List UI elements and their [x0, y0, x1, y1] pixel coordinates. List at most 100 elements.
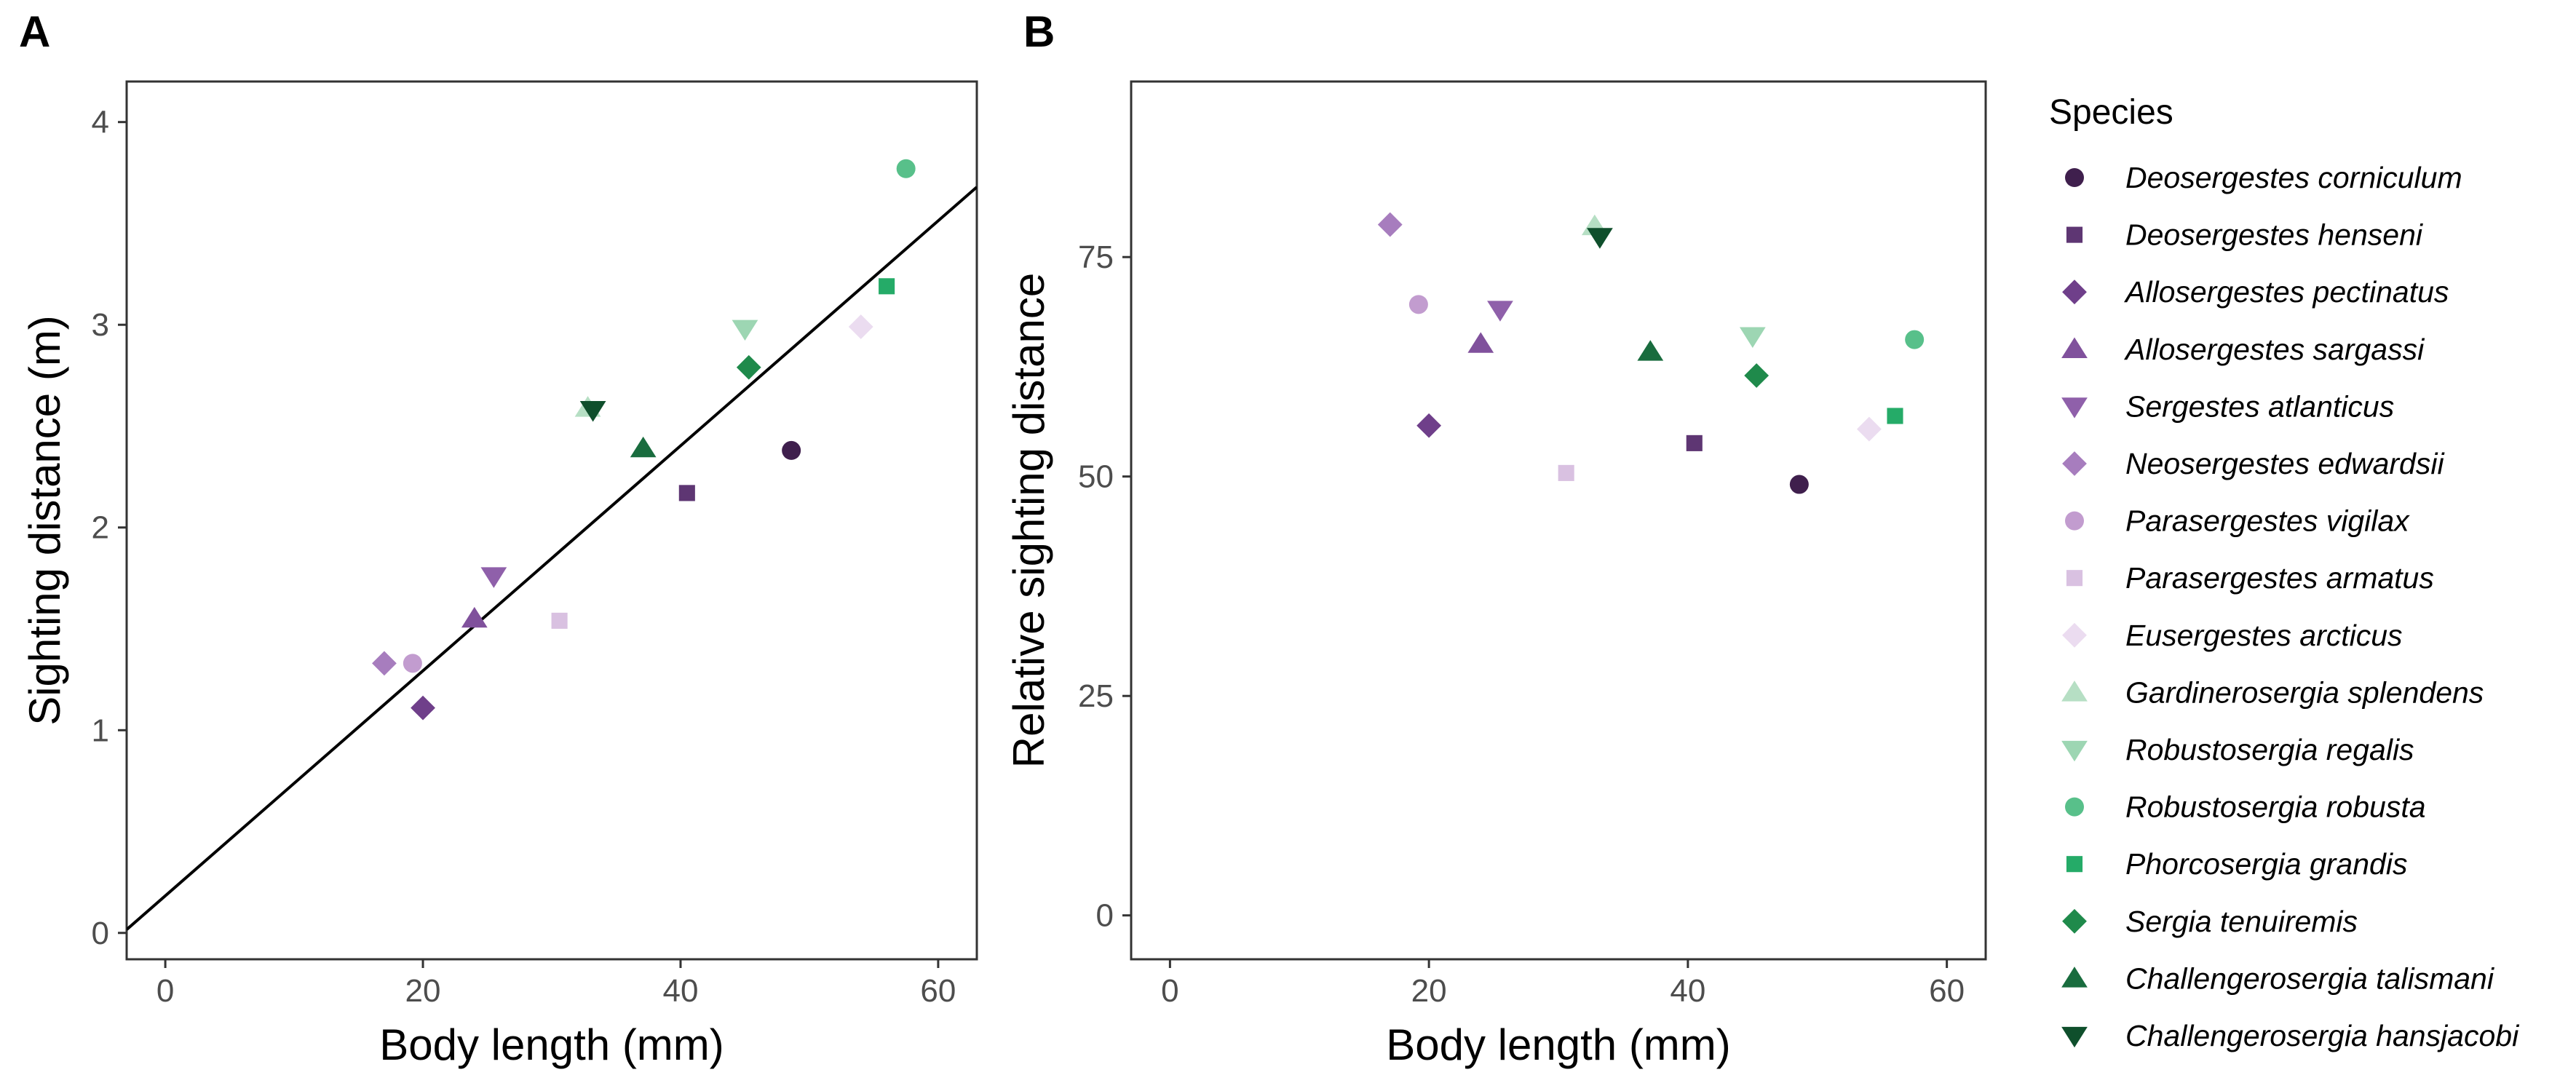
panel-b-point-parasergestes-vigilax [1408, 295, 1428, 314]
legend-label: Eusergestes arcticus [2125, 619, 2403, 652]
legend-label: Robustosergia robusta [2125, 790, 2426, 824]
legend-label: Parasergestes armatus [2125, 561, 2434, 595]
panel-b-point-sergestes-atlanticus [1487, 301, 1513, 322]
panel-a-x-tick-label: 20 [405, 973, 441, 1009]
legend-item-parasergestes-armatus: Parasergestes armatus [2066, 561, 2434, 595]
panel-b-point-parasergestes-armatus [1558, 464, 1574, 481]
panel-b-chart: 0 20 40 60 0 25 50 75 Body length (mm) Relative s… [1004, 80, 1987, 1069]
legend-key-robustosergia-regalis [2061, 740, 2088, 762]
panel-a-point-deosergestes-henseni [678, 485, 695, 501]
legend-label: Robustosergia regalis [2125, 733, 2414, 766]
panel-a-point-challengerosergia-hansjacobi [579, 401, 606, 422]
legend-label: Phorcosergia grandis [2125, 847, 2407, 881]
panel-a-y-tick-label: 0 [92, 916, 109, 951]
legend-label: Sergestes atlanticus [2125, 389, 2394, 423]
panel-b-x-tick-label: 60 [1929, 973, 1965, 1009]
legend-key-eusergestes-arcticus [2062, 622, 2087, 648]
panel-a-point-robustosergia-robusta [896, 159, 916, 178]
legend-item-eusergestes-arcticus: Eusergestes arcticus [2062, 619, 2403, 652]
panel-a-point-eusergestes-arcticus [848, 314, 873, 339]
panel-b-y-tick-label: 25 [1078, 678, 1114, 714]
panel-a-point-neosergestes-edwardsii [372, 651, 397, 676]
legend-key-deosergestes-henseni [2066, 226, 2083, 243]
panel-b-point-challengerosergia-hansjacobi [1587, 228, 1613, 249]
legend-label: Neosergestes edwardsii [2125, 447, 2445, 480]
panel-b-point-phorcosergia-grandis [1887, 408, 1903, 424]
panel-a-y-tick-label: 1 [92, 713, 109, 748]
legend-item-challengerosergia-talismani: Challengerosergia talismani [2061, 961, 2495, 995]
panel-b-x-tick-label: 20 [1411, 973, 1447, 1009]
panel-b-x-axis-title: Body length (mm) [1386, 1020, 1731, 1069]
panel-b-point-sergia-tenuiremis [1744, 363, 1769, 388]
legend-item-phorcosergia-grandis: Phorcosergia grandis [2066, 847, 2407, 881]
legend-label: Challengerosergia hansjacobi [2125, 1019, 2520, 1052]
panel-b-y-tick-label: 50 [1078, 459, 1114, 495]
panel-a-y-tick-label: 2 [92, 510, 109, 546]
legend-label: Sergia tenuiremis [2125, 905, 2358, 938]
legend-key-parasergestes-armatus [2066, 570, 2083, 587]
panel-a-point-phorcosergia-grandis [879, 278, 895, 295]
panel-a-point-sergestes-atlanticus [480, 567, 507, 588]
panel-a-point-sergia-tenuiremis [736, 354, 761, 380]
legend-item-robustosergia-regalis: Robustosergia regalis [2061, 733, 2414, 766]
panel-b-point-eusergestes-arcticus [1857, 416, 1882, 442]
panel-label-b: B [1023, 7, 1055, 56]
panel-b-x-tick-label: 40 [1670, 973, 1705, 1009]
panel-label-a: A [19, 7, 50, 56]
panel-b-point-allosergestes-sargassi [1467, 332, 1494, 353]
panel-b-point-deosergestes-henseni [1686, 435, 1703, 451]
legend-label: Allosergestes pectinatus [2123, 275, 2449, 309]
legend-title: Species [2049, 93, 2173, 132]
legend-item-neosergestes-edwardsii: Neosergestes edwardsii [2062, 447, 2445, 480]
panel-b-y-tick-label: 75 [1078, 239, 1114, 275]
panel-a-y-tick-label: 3 [92, 307, 109, 343]
panel-b-point-deosergestes-corniculum [1789, 475, 1809, 494]
legend-label: Gardinerosergia splendens [2125, 675, 2484, 709]
legend-item-sergestes-atlanticus: Sergestes atlanticus [2061, 389, 2394, 423]
legend-label: Deosergestes henseni [2125, 218, 2424, 252]
legend-key-robustosergia-robusta [2065, 797, 2084, 817]
legend-key-parasergestes-vigilax [2065, 511, 2084, 531]
panel-a-point-allosergestes-pectinatus [411, 695, 435, 721]
panel-a-point-robustosergia-regalis [732, 320, 758, 341]
panel-a-y-tick-label: 4 [92, 105, 109, 140]
legend-label: Challengerosergia talismani [2125, 961, 2495, 995]
panel-b-y-axis-title: Relative sighting distance [1004, 273, 1053, 768]
legend-key-gardinerosergia-splendens [2061, 681, 2088, 702]
panel-b-plot-frame [1130, 80, 1987, 961]
legend-key-sergestes-atlanticus [2061, 397, 2088, 418]
legend-key-phorcosergia-grandis [2066, 856, 2083, 873]
panel-b-point-challengerosergia-talismani [1637, 340, 1664, 361]
panel-b-point-allosergestes-pectinatus [1416, 413, 1442, 438]
legend-label: Allosergestes sargassi [2123, 333, 2425, 366]
legend-item-sergia-tenuiremis: Sergia tenuiremis [2062, 905, 2358, 938]
legend-key-challengerosergia-hansjacobi [2061, 1026, 2088, 1048]
legend-item-deosergestes-henseni: Deosergestes henseni [2066, 218, 2424, 252]
panel-a-plot-frame [125, 80, 978, 961]
panel-a-x-tick-label: 0 [156, 973, 174, 1009]
legend-key-neosergestes-edwardsii [2062, 451, 2087, 476]
panel-a-point-allosergestes-sargassi [461, 606, 488, 628]
panel-a-x-axis-title: Body length (mm) [379, 1020, 724, 1069]
panel-a-x-tick-label: 60 [920, 973, 956, 1009]
legend-label: Deosergestes corniculum [2125, 161, 2462, 194]
legend-item-deosergestes-corniculum: Deosergestes corniculum [2065, 161, 2462, 194]
panel-a-point-deosergestes-corniculum [782, 440, 801, 460]
panel-b-point-robustosergia-robusta [1905, 330, 1925, 349]
panel-a-point-parasergestes-armatus [551, 612, 568, 629]
legend-key-challengerosergia-talismani [2061, 967, 2088, 988]
panel-b-x-tick-label: 0 [1161, 973, 1178, 1009]
legend-item-challengerosergia-hansjacobi: Challengerosergia hansjacobi [2061, 1019, 2520, 1052]
legend-item-allosergestes-sargassi: Allosergestes sargassi [2061, 333, 2425, 366]
panel-a-regression-line [127, 186, 977, 931]
legend-item-robustosergia-robusta: Robustosergia robusta [2065, 790, 2426, 824]
legend-label: Parasergestes vigilax [2125, 504, 2410, 538]
panel-b-point-neosergestes-edwardsii [1377, 212, 1403, 237]
legend-item-parasergestes-vigilax: Parasergestes vigilax [2065, 504, 2410, 538]
panel-a-point-parasergestes-vigilax [403, 654, 422, 673]
legend-key-sergia-tenuiremis [2062, 908, 2087, 934]
legend-item-gardinerosergia-splendens: Gardinerosergia splendens [2061, 675, 2484, 709]
panel-a-point-challengerosergia-talismani [630, 436, 657, 458]
panel-a-chart: 0 20 40 60 0 1 2 3 4 Body length (mm) Sighting dis… [20, 80, 978, 1069]
